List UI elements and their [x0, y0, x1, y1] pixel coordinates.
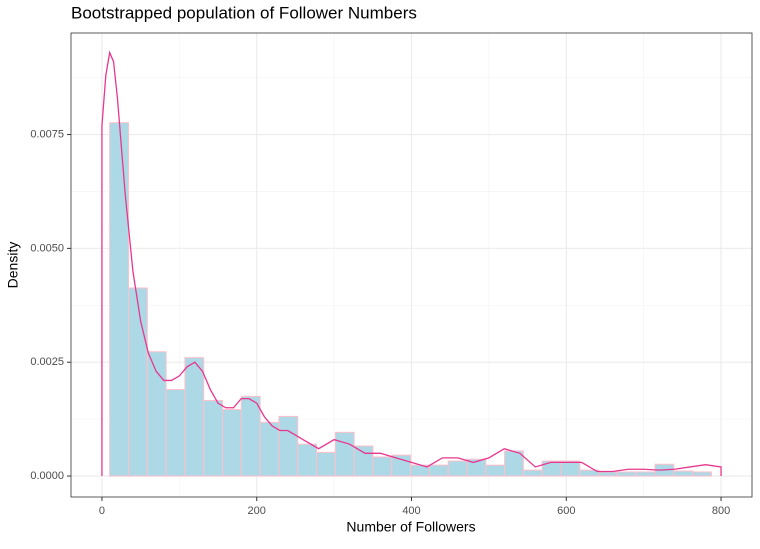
- chart-title: Bootstrapped population of Follower Numb…: [71, 3, 417, 22]
- x-tick-label: 600: [557, 505, 575, 517]
- y-tick-label: 0.0050: [30, 242, 64, 254]
- histogram-bar: [165, 389, 186, 477]
- histogram-bar: [222, 409, 242, 477]
- histogram-bar: [616, 471, 637, 477]
- histogram-bar: [127, 287, 148, 477]
- histogram-bar: [240, 395, 261, 477]
- histogram-bar: [391, 454, 412, 477]
- histogram-bar: [447, 460, 468, 477]
- histogram-bar: [673, 470, 694, 477]
- y-tick-label: 0.0025: [30, 356, 64, 368]
- histogram-bar: [428, 464, 449, 477]
- histogram-bar: [259, 421, 280, 477]
- panel-border: [70, 32, 753, 498]
- histogram-bar: [146, 351, 167, 477]
- y-axis-title: Density: [5, 242, 21, 289]
- histogram-bar: [278, 415, 299, 477]
- histogram-bar: [184, 357, 205, 477]
- histogram-bar: [692, 471, 712, 477]
- histogram-bar: [316, 451, 336, 477]
- histogram-bar: [372, 456, 393, 477]
- y-tick-label: 0.0075: [30, 128, 64, 140]
- histogram-bar: [560, 460, 581, 477]
- x-tick-label: 400: [402, 505, 420, 517]
- histogram-bar: [203, 399, 224, 477]
- x-tick-label: 800: [712, 505, 730, 517]
- histogram-bar: [541, 460, 562, 477]
- histogram-bar: [353, 445, 374, 477]
- density-curve: [101, 50, 722, 477]
- x-tick-label: 200: [248, 505, 266, 517]
- histogram-bar: [598, 471, 618, 477]
- y-tick-label: 0.0000: [30, 470, 64, 482]
- histogram-bar: [334, 431, 355, 477]
- histogram-bar: [297, 443, 318, 477]
- x-axis-title: Number of Followers: [346, 519, 475, 535]
- histogram-bar: [522, 469, 543, 477]
- histogram-bar: [109, 122, 129, 477]
- histogram-bar: [635, 471, 656, 477]
- histogram-bar: [485, 464, 506, 477]
- x-tick-label: 0: [99, 505, 105, 517]
